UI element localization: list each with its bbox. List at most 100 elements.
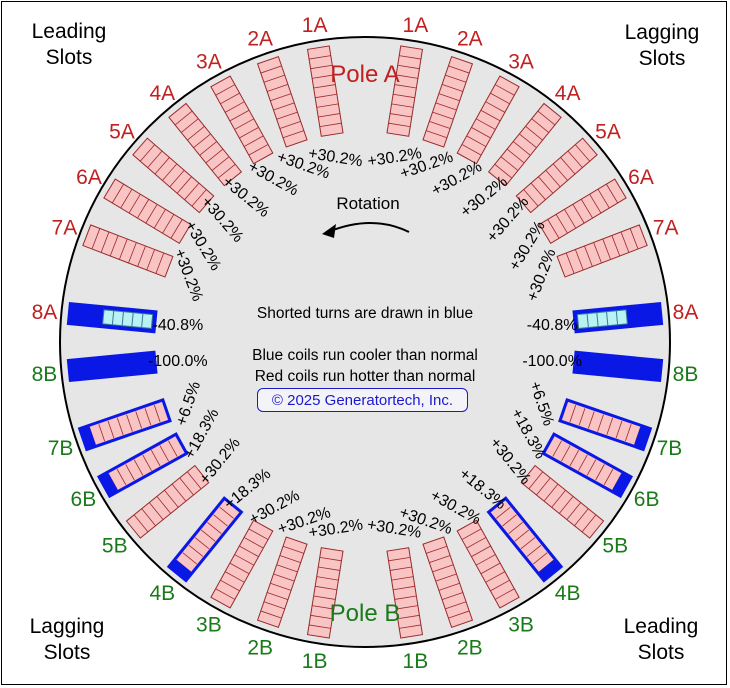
coil-turn-divider — [184, 182, 200, 200]
slot-name-label: 8B — [32, 363, 58, 386]
coil-turn-divider — [508, 522, 523, 534]
coil-slot-box — [256, 536, 308, 628]
coil-slot-box — [210, 519, 274, 609]
coil-turn-divider — [574, 508, 589, 527]
slot-right-1a — [386, 45, 424, 137]
slot-left-1a — [306, 45, 344, 137]
slot-name-label: 6B — [71, 488, 97, 511]
slot-name-label: 2B — [247, 636, 273, 659]
slot-right-7b — [558, 398, 653, 452]
coil-turn-divider — [523, 189, 539, 207]
coil-turn-divider — [528, 471, 544, 490]
coil-turn-divider — [560, 157, 576, 175]
coil-turn-divider — [191, 189, 207, 207]
coil-turn-divider — [393, 585, 415, 591]
coil-turn-divider — [448, 65, 470, 74]
coil-turn-divider — [584, 245, 593, 267]
coil-turn-divider — [133, 514, 149, 533]
coil-turn-divider — [215, 588, 236, 600]
slot-right-4a — [487, 102, 562, 187]
shorted-turn-end — [79, 425, 97, 450]
coil-turn-divider — [512, 141, 531, 156]
coil-turn-divider — [520, 537, 536, 550]
coil-turn-divider — [179, 477, 194, 496]
coil-turn-divider — [396, 74, 418, 79]
coil-turn-divider — [593, 242, 602, 264]
coil-turn-divider — [426, 545, 448, 554]
shorted-turn-end — [168, 558, 193, 581]
coil-turn-divider — [159, 445, 169, 462]
coil-turn-divider — [91, 228, 101, 250]
slot-name-label: 3A — [508, 50, 534, 73]
shorted-turn-end — [537, 558, 562, 581]
coil-turn-divider — [239, 126, 259, 139]
coil-turn-divider — [318, 566, 341, 571]
coil-turn-divider — [547, 219, 560, 239]
coil-turn-divider — [558, 496, 574, 514]
coil-turn-divider — [279, 120, 301, 129]
coil-turn-divider — [611, 235, 621, 257]
coil-turn-divider — [313, 595, 336, 600]
coil-slot-box — [422, 56, 474, 148]
coil-turn-divider — [471, 545, 491, 558]
coil-turn-divider — [391, 576, 414, 581]
slot-name-label: 5A — [595, 121, 621, 144]
coil-turn-divider — [182, 552, 198, 565]
coil-turn-divider — [438, 93, 460, 102]
coil-turn-divider — [270, 93, 292, 102]
coil-partial-fill — [576, 309, 628, 330]
slot-percent-label: -100.0% — [148, 353, 208, 370]
coil-turn-divider — [397, 614, 420, 620]
coil-turn-divider — [128, 242, 137, 264]
slot-right-8b — [572, 350, 664, 383]
coil-turn-divider — [193, 133, 211, 149]
coil-turn-divider — [260, 65, 282, 74]
slot-right-6b — [541, 432, 634, 499]
corner-top-right-line1: Lagging — [624, 21, 700, 44]
coil-turn-divider — [248, 528, 269, 540]
coil-turn-divider — [263, 601, 285, 610]
corner-top-left-line1: Leading — [31, 20, 107, 43]
coil-turn-divider — [319, 556, 342, 562]
coil-turn-divider — [536, 477, 551, 496]
slot-name-label: 1A — [302, 14, 328, 37]
coil-turn-divider — [580, 199, 593, 219]
coil-turn-divider — [168, 440, 178, 457]
coil-turn-divider — [597, 188, 610, 209]
coil-turn-divider — [282, 545, 304, 554]
slot-name-label: 8A — [32, 301, 58, 324]
coil-turn-divider — [394, 84, 417, 89]
coil-turn-divider — [586, 459, 597, 476]
coil-turn-divider — [243, 537, 264, 549]
coil-turn-divider — [318, 113, 341, 118]
coil-slot-box — [256, 56, 308, 148]
slot-left-3b — [210, 519, 274, 609]
rotation-arrow-icon — [327, 222, 410, 233]
corner-top-right-line2: Slots — [638, 47, 686, 70]
slot-name-label: 5B — [602, 535, 628, 558]
coil-turn-divider — [220, 579, 240, 592]
corner-bottom-right-line1: Leading — [623, 615, 699, 638]
coil-slot-box — [168, 102, 243, 187]
slot-name-label: 1B — [302, 650, 328, 673]
coil-turn-divider — [220, 92, 240, 105]
slot-left-1b — [306, 547, 344, 639]
coil-turn-divider — [137, 199, 150, 219]
coil-turn-divider — [194, 537, 210, 550]
coil-turn-divider — [389, 113, 412, 118]
slot-right-7a — [556, 224, 648, 278]
coil-turn-divider — [506, 148, 525, 164]
slot-name-label: 3A — [196, 50, 222, 73]
coil-turn-divider — [234, 554, 255, 566]
coil-turn-divider — [429, 120, 451, 129]
coil-turn-divider — [569, 449, 580, 467]
coil-turn-divider — [137, 245, 146, 267]
coil-turn-divider — [266, 592, 289, 600]
note-red-coils: Red coils run hotter than normal — [255, 368, 476, 385]
coil-turn-divider — [561, 445, 571, 462]
coil-turn-divider — [273, 573, 295, 582]
coil-turn-divider — [188, 544, 204, 557]
coil-turn-divider — [595, 464, 605, 481]
coil-turn-divider — [260, 610, 282, 619]
coil-turn-divider — [109, 235, 119, 257]
